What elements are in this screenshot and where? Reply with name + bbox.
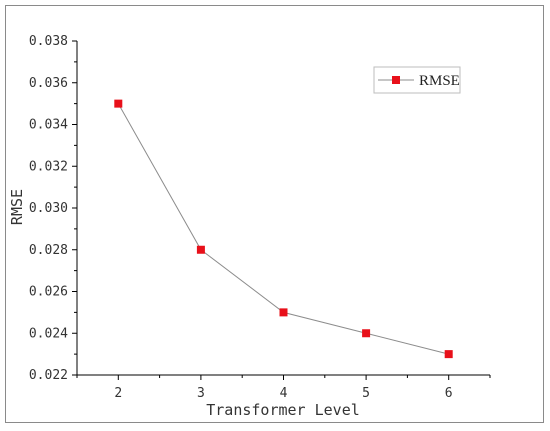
- y-tick-label: 0.022: [29, 368, 68, 383]
- axes: 0.022 0.024 0.026 0.028 0.030 0.032 0.034 0.036…: [29, 34, 491, 401]
- y-axis-title: RMSE: [8, 189, 26, 225]
- x-tick-label: 4: [280, 386, 288, 401]
- x-tick-label: 2: [114, 386, 122, 401]
- y-tick-label: 0.024: [29, 326, 68, 341]
- y-tick-label: 0.028: [29, 243, 68, 258]
- series-line-rmse: [117, 103, 449, 355]
- data-point-marker: [444, 350, 453, 359]
- y-tick-label: 0.032: [29, 159, 68, 174]
- y-tick-label: 0.030: [29, 201, 68, 216]
- y-tick-label: 0.034: [29, 118, 68, 133]
- y-tick-label: 0.036: [29, 76, 68, 91]
- data-point-marker: [362, 329, 371, 338]
- x-tick-label: 6: [445, 386, 453, 401]
- y-tick-label: 0.026: [29, 285, 68, 300]
- data-point-marker: [114, 99, 123, 108]
- legend-marker: [392, 76, 400, 84]
- x-tick-label: 3: [197, 386, 205, 401]
- legend-label: RMSE: [419, 73, 460, 89]
- x-axis-title: Transformer Level: [206, 401, 360, 419]
- x-tick-label: 5: [362, 386, 370, 401]
- plot-area: [114, 99, 453, 359]
- legend: RMSE: [373, 66, 461, 94]
- data-point-marker: [279, 308, 288, 317]
- data-point-marker: [196, 245, 205, 254]
- y-tick-label: 0.038: [29, 34, 68, 49]
